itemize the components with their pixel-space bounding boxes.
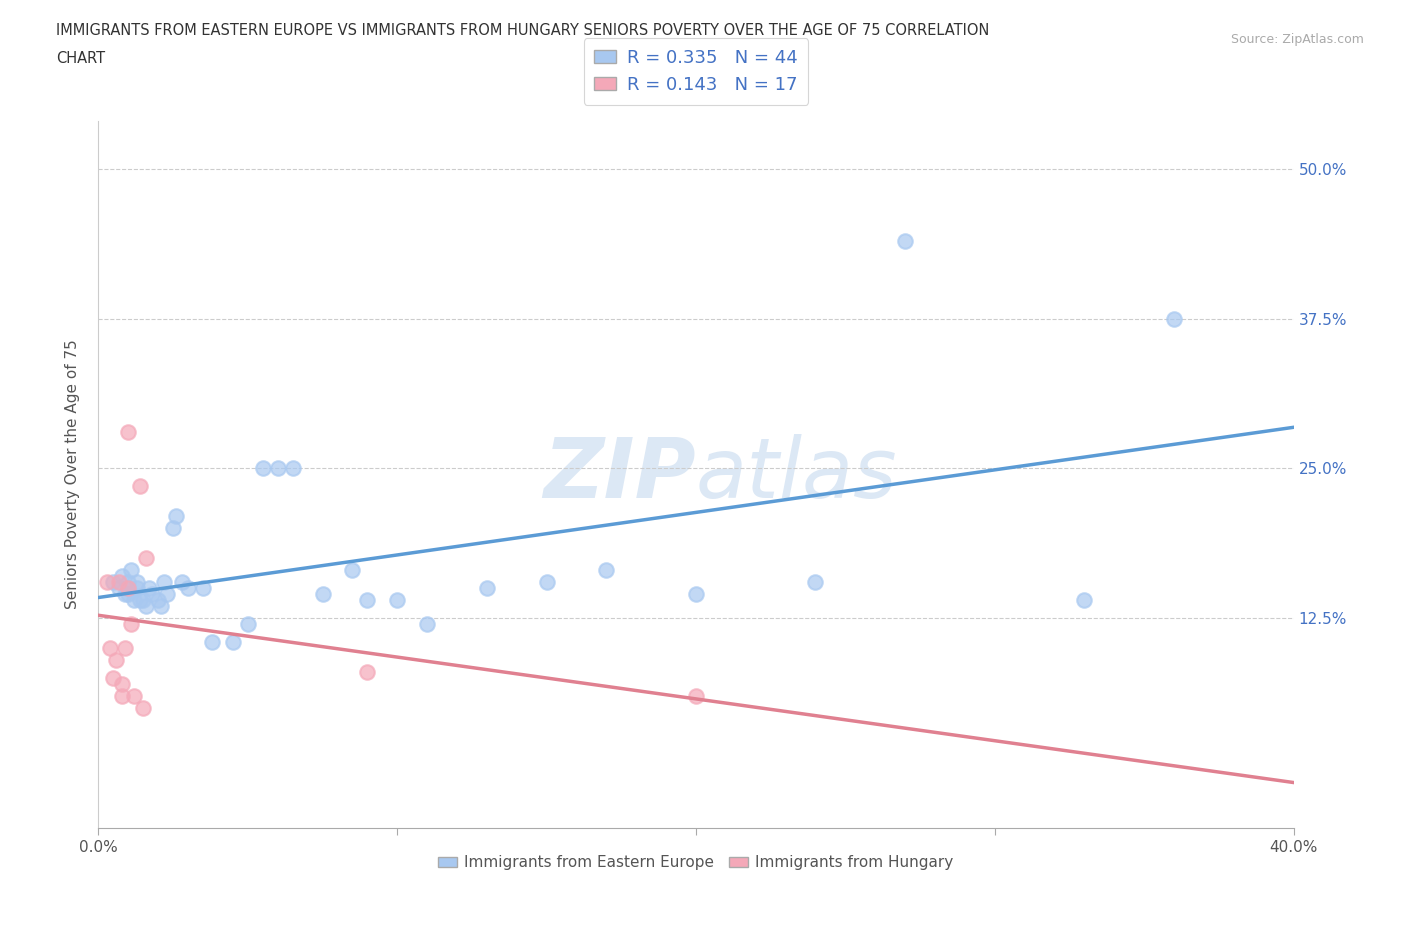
Point <box>342 563 364 578</box>
Point <box>804 575 827 590</box>
Point <box>103 575 125 590</box>
Point <box>111 688 134 703</box>
Text: ZIP: ZIP <box>543 433 696 515</box>
Point <box>177 580 200 595</box>
Point <box>416 617 439 631</box>
Legend: Immigrants from Eastern Europe, Immigrants from Hungary: Immigrants from Eastern Europe, Immigran… <box>432 849 960 877</box>
Text: atlas: atlas <box>696 433 897 515</box>
Y-axis label: Seniors Poverty Over the Age of 75: Seniors Poverty Over the Age of 75 <box>65 339 80 609</box>
Point <box>117 587 139 602</box>
Point <box>252 461 274 476</box>
Point <box>201 634 224 649</box>
Point <box>111 568 134 583</box>
Point <box>150 599 173 614</box>
Point <box>222 634 245 649</box>
Point <box>267 461 290 476</box>
Point <box>1073 592 1095 607</box>
Point <box>236 617 259 631</box>
Point <box>103 671 125 685</box>
Point <box>894 233 917 248</box>
Point <box>356 665 378 680</box>
Point <box>311 587 333 602</box>
Point <box>132 592 155 607</box>
Text: IMMIGRANTS FROM EASTERN EUROPE VS IMMIGRANTS FROM HUNGARY SENIORS POVERTY OVER T: IMMIGRANTS FROM EASTERN EUROPE VS IMMIGR… <box>56 23 990 38</box>
Point <box>385 592 409 607</box>
Point <box>108 575 131 590</box>
Point <box>98 641 122 656</box>
Point <box>153 575 176 590</box>
Point <box>165 509 187 524</box>
Point <box>162 521 184 536</box>
Point <box>1163 312 1185 326</box>
Point <box>127 575 149 590</box>
Text: CHART: CHART <box>56 51 105 66</box>
Point <box>141 587 163 602</box>
Point <box>191 580 214 595</box>
Point <box>108 580 131 595</box>
Point <box>114 641 136 656</box>
Point <box>129 479 152 494</box>
Point <box>120 563 142 578</box>
Point <box>127 580 149 595</box>
Point <box>135 599 157 614</box>
Point <box>96 575 118 590</box>
Point <box>685 688 707 703</box>
Point <box>685 587 707 602</box>
Point <box>117 580 139 595</box>
Point <box>117 580 139 595</box>
Point <box>148 592 170 607</box>
Point <box>475 580 498 595</box>
Point <box>281 461 304 476</box>
Point <box>111 676 134 691</box>
Point <box>129 592 152 607</box>
Point <box>124 592 146 607</box>
Point <box>536 575 558 590</box>
Point <box>156 587 179 602</box>
Point <box>117 575 139 590</box>
Point <box>120 617 142 631</box>
Point <box>124 688 146 703</box>
Point <box>135 551 157 565</box>
Point <box>105 653 128 668</box>
Point <box>172 575 194 590</box>
Text: Source: ZipAtlas.com: Source: ZipAtlas.com <box>1230 33 1364 46</box>
Point <box>114 587 136 602</box>
Point <box>356 592 378 607</box>
Point <box>117 425 139 440</box>
Point <box>595 563 617 578</box>
Point <box>132 700 155 715</box>
Point <box>138 580 160 595</box>
